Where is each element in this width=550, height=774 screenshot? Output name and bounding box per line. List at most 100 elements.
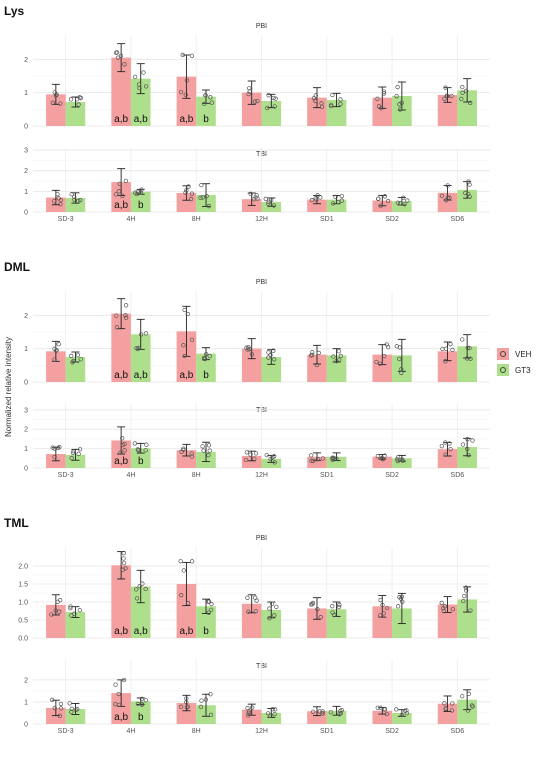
bar-lys-tbi-veh-8h bbox=[176, 193, 197, 212]
sample-point-lys-pbi bbox=[122, 62, 127, 67]
significance-label-tml-tbi-gt3: b bbox=[138, 712, 144, 723]
sample-point-lys-pbi bbox=[265, 105, 270, 111]
sample-point-tml-pbi bbox=[309, 602, 314, 607]
sample-point-lys-pbi bbox=[208, 95, 213, 100]
sample-point-dml-pbi bbox=[336, 349, 341, 354]
sample-point-dml-tbi bbox=[272, 460, 277, 465]
y-tick-label-dml-tbi: 2 bbox=[24, 427, 28, 434]
bar-dml-pbi-gt3-sd1 bbox=[326, 355, 347, 382]
sample-point-dml-tbi bbox=[206, 453, 211, 458]
y-tick-label-tml-pbi: 2.0 bbox=[18, 564, 28, 571]
y-tick-label-dml-tbi: 0 bbox=[24, 466, 28, 473]
bar-dml-pbi-gt3-8h bbox=[196, 353, 216, 382]
significance-label-lys-pbi-veh: a,b bbox=[179, 114, 193, 125]
sample-point-tml-tbi bbox=[135, 701, 141, 707]
sample-point-lys-pbi bbox=[183, 92, 188, 97]
sample-point-dml-tbi bbox=[132, 441, 138, 446]
sample-point-lys-pbi bbox=[76, 102, 81, 107]
sample-point-dml-pbi bbox=[123, 313, 128, 318]
sample-point-dml-pbi bbox=[249, 352, 255, 357]
sample-point-tml-pbi bbox=[134, 596, 140, 601]
significance-label-dml-tbi-veh: a,b bbox=[114, 456, 128, 467]
sample-point-tml-pbi bbox=[461, 598, 466, 604]
sample-point-lys-pbi bbox=[118, 53, 124, 58]
sample-point-lys-pbi bbox=[137, 85, 142, 91]
y-tick-label-tml-pbi: 1.5 bbox=[18, 582, 28, 589]
y-tick-label-tml-pbi: 0.0 bbox=[18, 636, 28, 643]
bar-dml-tbi-gt3-4h bbox=[130, 448, 151, 468]
sample-point-tml-tbi bbox=[58, 706, 64, 711]
bar-tml-pbi-veh-4h bbox=[111, 565, 131, 638]
sample-point-tml-tbi bbox=[384, 711, 389, 717]
sample-point-tml-pbi bbox=[123, 566, 128, 571]
sample-point-lys-tbi bbox=[314, 197, 319, 202]
bar-dml-pbi-veh-12h bbox=[241, 348, 262, 382]
sample-point-tml-pbi bbox=[58, 598, 63, 603]
sample-point-lys-tbi bbox=[318, 195, 323, 200]
sample-point-tml-pbi bbox=[189, 559, 195, 564]
sample-point-dml-pbi bbox=[443, 359, 448, 364]
y-tick-label-tml-tbi: 0 bbox=[24, 722, 28, 729]
sample-point-dml-tbi bbox=[465, 437, 470, 442]
sample-point-tml-tbi bbox=[317, 709, 322, 714]
bar-tml-tbi-veh-sd2 bbox=[372, 710, 393, 724]
sample-point-dml-pbi bbox=[374, 359, 379, 365]
x-tick-label-4h: 4H bbox=[126, 216, 135, 223]
sample-point-dml-pbi bbox=[52, 346, 57, 352]
sample-point-lys-tbi bbox=[198, 195, 203, 200]
sample-point-dml-tbi bbox=[448, 446, 453, 452]
x-tick-label-sd1: SD1 bbox=[320, 472, 334, 479]
sample-point-lys-pbi bbox=[381, 89, 387, 94]
bar-lys-tbi-veh-sd1 bbox=[307, 199, 327, 212]
sample-point-dml-pbi bbox=[114, 313, 119, 318]
bar-tml-pbi-gt3-8h bbox=[196, 606, 216, 638]
sample-point-lys-pbi bbox=[252, 99, 258, 104]
sample-point-tml-tbi bbox=[58, 701, 64, 707]
sample-point-tml-pbi bbox=[267, 616, 272, 621]
sample-point-dml-pbi bbox=[52, 357, 57, 362]
sample-point-tml-tbi bbox=[178, 704, 184, 709]
sample-point-lys-tbi bbox=[447, 195, 452, 200]
sample-point-dml-pbi bbox=[143, 331, 149, 336]
sample-point-tml-pbi bbox=[209, 601, 214, 607]
sample-point-tml-tbi bbox=[185, 704, 190, 709]
sample-point-dml-pbi bbox=[316, 350, 322, 356]
sample-point-dml-tbi bbox=[334, 456, 339, 461]
y-tick-label-lys-pbi: 2 bbox=[24, 57, 28, 64]
sample-point-tml-pbi bbox=[336, 604, 342, 610]
sample-point-lys-pbi bbox=[52, 90, 57, 95]
sample-point-dml-tbi bbox=[252, 456, 257, 461]
sample-point-lys-pbi bbox=[255, 98, 260, 104]
sample-point-tml-pbi bbox=[274, 604, 279, 609]
sample-point-dml-tbi bbox=[248, 452, 253, 457]
sample-point-lys-tbi bbox=[269, 197, 274, 203]
sample-point-lys-pbi bbox=[459, 96, 464, 102]
sample-point-tml-pbi bbox=[121, 550, 126, 556]
bar-dml-pbi-gt3-sd6 bbox=[457, 346, 477, 382]
sample-point-lys-pbi bbox=[143, 84, 149, 89]
sample-point-tml-pbi bbox=[134, 587, 139, 592]
x-tick-label-sd-3: SD-3 bbox=[58, 472, 74, 479]
sample-point-lys-tbi bbox=[376, 196, 381, 201]
sample-point-tml-tbi bbox=[49, 697, 55, 702]
legend: VEH GT3 bbox=[497, 346, 531, 378]
sample-point-dml-tbi bbox=[443, 440, 448, 445]
sample-point-tml-tbi bbox=[250, 705, 255, 710]
sample-point-lys-tbi bbox=[76, 198, 81, 204]
sample-point-dml-pbi bbox=[331, 354, 336, 359]
sample-point-tml-tbi bbox=[265, 711, 271, 716]
sample-point-tml-tbi bbox=[139, 702, 145, 707]
x-tick-label-sd-3: SD-3 bbox=[58, 728, 74, 735]
sample-point-dml-tbi bbox=[118, 450, 123, 455]
sample-point-tml-tbi bbox=[320, 711, 325, 716]
sample-point-dml-pbi bbox=[70, 360, 75, 365]
sample-point-dml-tbi bbox=[268, 456, 273, 462]
sample-point-lys-tbi bbox=[58, 202, 63, 207]
sample-point-lys-pbi bbox=[50, 100, 55, 105]
sample-point-tml-pbi bbox=[137, 584, 142, 589]
sample-point-dml-tbi bbox=[181, 446, 186, 451]
sample-point-tml-pbi bbox=[330, 604, 335, 609]
bar-dml-pbi-veh-sd1 bbox=[307, 354, 327, 382]
sample-point-lys-pbi bbox=[311, 96, 317, 101]
sample-point-tml-pbi bbox=[68, 604, 73, 609]
